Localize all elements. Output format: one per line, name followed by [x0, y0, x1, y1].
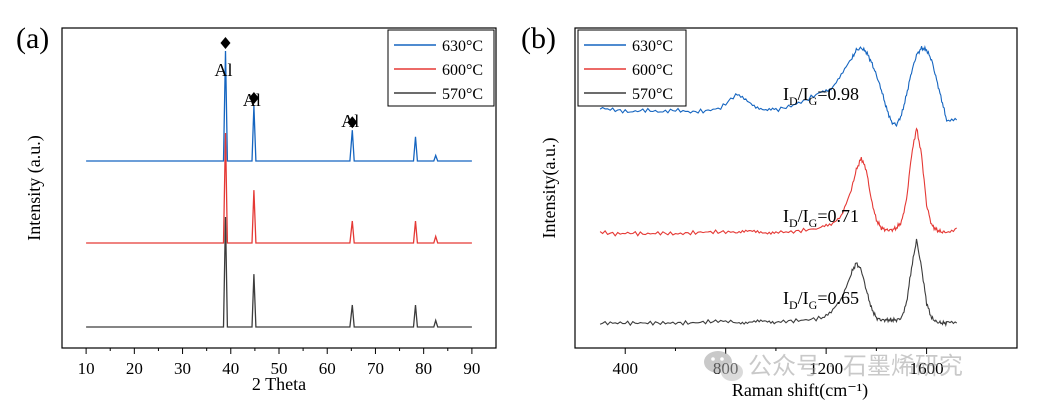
id-ig-ratio-label: ID/IG=0.65	[783, 288, 859, 312]
x-tick-label: 1600	[910, 359, 944, 378]
x-tick-label: 90	[463, 359, 480, 378]
panel-a-tag: (a)	[16, 22, 49, 55]
panel-a-xrd: (a) 10 20 30 40 50 60 70 80 90 Al Al Al 630°C 600°C…	[16, 22, 497, 394]
x-tick-label: 50	[271, 359, 288, 378]
x-tick-label: 80	[415, 359, 432, 378]
diamond-marker	[248, 92, 259, 104]
series-line-570°C	[599, 238, 958, 328]
panel-a-legend: 630°C 600°C 570°C	[387, 29, 495, 107]
panel-b-series	[599, 44, 958, 328]
panel-b-frame	[574, 27, 1018, 349]
panel-a-ylabel: Intensity (a.u.)	[24, 135, 45, 240]
legend-label: 600°C	[442, 62, 483, 79]
diamond-marker	[347, 116, 358, 129]
legend-label: 630°C	[442, 38, 483, 55]
x-tick-label: 40	[222, 359, 239, 378]
series-line-630°C	[86, 50, 472, 162]
panel-b-annotations: ID/IG=0.98 ID/IG=0.71 ID/IG=0.65	[783, 84, 859, 312]
panel-a-xlabel: 2 Theta	[252, 374, 306, 394]
x-tick-label: 1200	[809, 359, 843, 378]
legend-label: 570°C	[442, 86, 483, 103]
legend-label: 600°C	[632, 62, 673, 79]
series-line-630°C	[599, 44, 958, 128]
x-tick-label: 60	[319, 359, 336, 378]
x-tick-label: 70	[367, 359, 384, 378]
panel-b-tag: (b)	[521, 22, 556, 55]
series-line-570°C	[86, 216, 472, 328]
x-tick-label: 20	[126, 359, 143, 378]
legend-label: 570°C	[632, 86, 673, 103]
panel-b-raman: (b) 40080012001600 ID/IG=0.98ID/IG=0.71I…	[521, 22, 1018, 401]
peak-label: Al	[243, 90, 261, 110]
wechat-icon	[704, 351, 743, 381]
watermark: 公众号 · 石墨烯研究	[704, 351, 963, 381]
id-ig-ratio-label: ID/IG=0.98	[783, 84, 859, 108]
series-line-600°C	[599, 127, 957, 237]
legend-label: 630°C	[632, 38, 673, 55]
panel-b-xlabel: Raman shift(cm⁻¹)	[732, 380, 868, 401]
diamond-marker	[220, 37, 231, 49]
panel-b-ylabel: Intensity(a.u.)	[539, 138, 560, 239]
series-line-600°C	[86, 132, 472, 244]
x-tick-label: 400	[612, 359, 638, 378]
panel-a-series	[86, 50, 472, 328]
watermark-text: 公众号 · 石墨烯研究	[748, 352, 963, 380]
peak-label: Al	[214, 60, 232, 80]
panel-a-annotations: Al Al Al	[214, 37, 359, 131]
x-tick-label: 10	[78, 359, 95, 378]
id-ig-ratio-label: ID/IG=0.71	[783, 206, 859, 230]
panel-b-legend: 630°C 600°C 570°C	[577, 29, 687, 107]
x-tick-label: 30	[174, 359, 191, 378]
peak-label: Al	[341, 111, 359, 131]
panel-a-x-ticks: 10 20 30 40 50 60 70 80 90	[78, 348, 480, 378]
